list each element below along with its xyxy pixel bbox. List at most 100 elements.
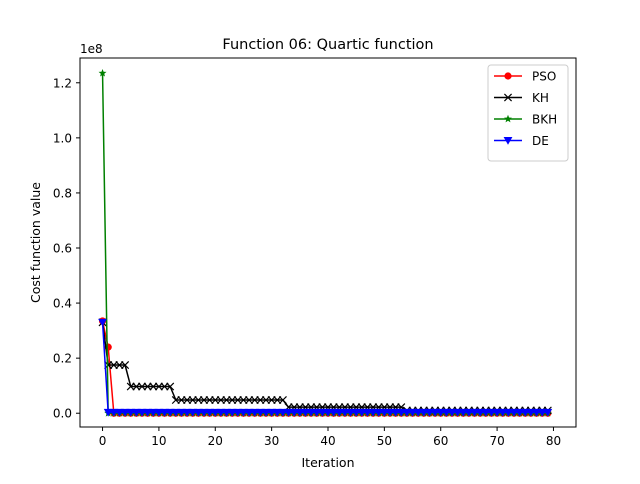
- data-point-de: [126, 408, 136, 417]
- data-point-de: [171, 408, 181, 417]
- data-point-de: [306, 408, 316, 417]
- x-tick-label: 60: [433, 434, 448, 448]
- y-tick-label: 0.4: [53, 297, 72, 311]
- data-point-de: [402, 408, 412, 417]
- data-point-de: [98, 318, 107, 327]
- data-point-de: [143, 408, 153, 417]
- data-point-de: [351, 408, 361, 417]
- data-point-de: [239, 408, 248, 417]
- x-tick-label: 10: [151, 434, 166, 448]
- data-point-de: [323, 408, 333, 417]
- x-tick-label: 80: [546, 434, 561, 448]
- data-point-de: [137, 408, 147, 417]
- legend-label: KH: [532, 91, 549, 105]
- data-point-de: [475, 408, 485, 417]
- plot-frame: [79, 57, 577, 428]
- y-axis-label: Cost function value: [28, 182, 43, 303]
- y-tick-label: 0.0: [53, 407, 72, 421]
- data-point-de: [441, 408, 451, 417]
- legend-label: DE: [532, 134, 549, 148]
- data-point-de: [481, 408, 491, 417]
- y-tick-label: 0.8: [53, 186, 72, 200]
- data-point-de: [210, 408, 220, 417]
- data-point-kh: [166, 382, 175, 391]
- legend-item-pso: PSO: [494, 70, 556, 84]
- data-point-de: [532, 408, 541, 417]
- data-point-de: [368, 408, 378, 417]
- series-layer: [98, 68, 553, 417]
- data-point-de: [284, 408, 293, 417]
- data-point-de: [346, 408, 355, 417]
- data-point-de: [436, 408, 446, 417]
- legend-label: PSO: [532, 70, 556, 84]
- data-point-de: [408, 408, 417, 417]
- data-point-de: [261, 408, 271, 417]
- data-point-de: [363, 408, 372, 417]
- axes-layer: 0 10 20 30 40 50 60 70 80 0.0 0.2 0.4 0.6 0.8 1.0 1.2: [53, 76, 561, 448]
- data-point-de: [458, 408, 468, 417]
- data-point-de: [103, 408, 113, 417]
- y-tick-label: 0.6: [53, 242, 72, 256]
- data-point-de: [227, 408, 237, 417]
- data-point-de: [537, 408, 547, 417]
- x-tick-label: 70: [489, 434, 504, 448]
- data-point-de: [340, 408, 350, 417]
- data-point-de: [205, 408, 215, 417]
- data-point-de: [430, 408, 440, 417]
- x-tick-label: 0: [99, 434, 107, 448]
- data-point-de: [289, 408, 299, 417]
- legend-marker: [504, 114, 512, 123]
- data-point-de: [278, 408, 288, 417]
- legend-label: BKH: [532, 113, 557, 127]
- data-point-de: [515, 408, 525, 417]
- data-point-de: [115, 408, 124, 417]
- x-tick-label: 40: [320, 434, 335, 448]
- data-point-de: [250, 408, 260, 417]
- data-point-de: [154, 408, 164, 417]
- data-point-de: [199, 408, 209, 417]
- data-point-de: [492, 408, 502, 417]
- data-point-bkh: [98, 68, 107, 77]
- data-point-de: [464, 408, 474, 417]
- data-point-de: [329, 408, 339, 417]
- data-point-de: [222, 408, 231, 417]
- data-point-de: [148, 408, 158, 417]
- data-point-de: [385, 408, 395, 417]
- data-point-de: [396, 408, 406, 417]
- chart-title: Function 06: Quartic function: [222, 37, 433, 53]
- data-point-de: [216, 408, 226, 417]
- y-tick-label: 1.2: [53, 76, 72, 90]
- y-tick-label: 1.0: [53, 131, 72, 145]
- legend-marker: [503, 137, 513, 145]
- legend-item-kh: KH: [494, 91, 549, 105]
- data-point-de: [503, 408, 513, 417]
- y-tick-label: 0.2: [53, 352, 72, 366]
- data-point-de: [272, 408, 282, 417]
- data-point-de: [244, 408, 254, 417]
- data-point-de: [312, 408, 322, 417]
- data-point-de: [193, 408, 203, 417]
- x-tick-label: 30: [264, 434, 279, 448]
- data-point-de: [334, 408, 344, 417]
- data-point-de: [526, 408, 536, 417]
- data-point-de: [520, 408, 530, 417]
- data-point-de: [295, 408, 305, 417]
- legend-marker: [503, 93, 513, 102]
- data-point-de: [453, 408, 463, 417]
- x-tick-label: 20: [208, 434, 223, 448]
- legend-item-bkh: BKH: [494, 113, 557, 127]
- data-point-de: [267, 408, 277, 417]
- data-point-de: [391, 408, 401, 417]
- data-point-de: [470, 408, 479, 417]
- data-point-de: [233, 408, 243, 417]
- data-point-de: [109, 408, 119, 417]
- y-scale-offset: 1e8: [80, 42, 103, 56]
- data-point-de: [357, 408, 367, 417]
- data-point-de: [255, 408, 265, 417]
- data-point-de: [413, 408, 423, 417]
- data-point-de: [120, 408, 130, 417]
- data-point-de: [509, 408, 519, 417]
- series-de: [98, 318, 553, 417]
- data-point-de: [165, 408, 175, 417]
